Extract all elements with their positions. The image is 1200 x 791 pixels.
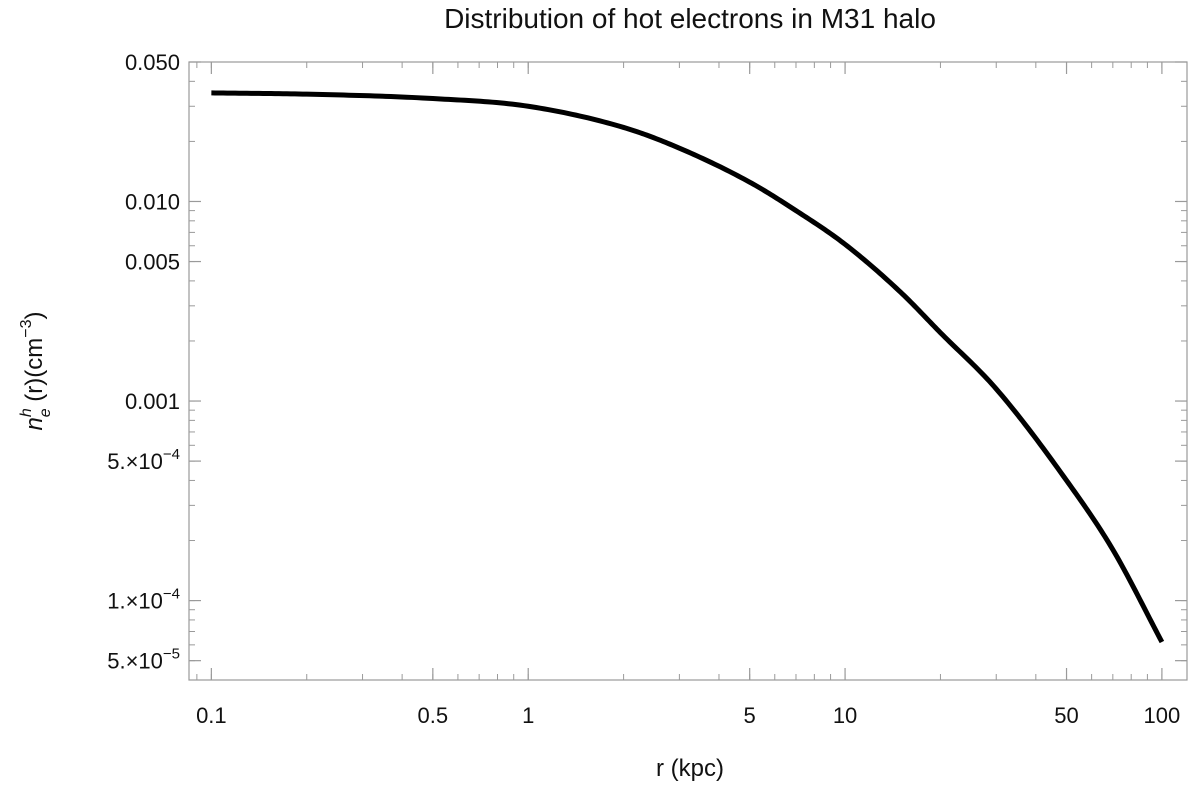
y-label-sup: h [18,408,35,417]
series-point [938,330,943,335]
y-tick-label: 0.005 [125,250,180,275]
series-point [209,90,214,95]
y-tick-label: 5.×10−5 [107,646,180,674]
series-point [1110,547,1115,552]
series-point [994,386,999,391]
y-axis-label: nh e (r)(cm−3) [18,311,54,430]
y-tick-mantissa: 5.×10 [107,449,163,474]
y-tick-label: 5.×10−4 [107,446,180,474]
series-line [211,90,1165,644]
x-tick-label: 5 [744,703,756,728]
series-point [1159,640,1164,645]
series-point [621,125,626,130]
x-tick-label: 0.5 [418,703,449,728]
y-label-base: n [21,417,48,430]
series-point [304,92,309,97]
series-point [526,104,531,109]
series-point [430,96,435,101]
y-tick-label: 0.050 [125,50,180,75]
x-tick-label: 100 [1144,703,1181,728]
y-tick-label: 0.010 [125,189,180,214]
chart-title: Distribution of hot electrons in M31 hal… [444,3,936,34]
y-tick-label: 1.×10−4 [107,586,180,614]
y-tick-mantissa: 1.×10 [107,589,163,614]
series-point [747,180,752,185]
y-label-rest: (r)(cm [21,338,48,409]
y-tick-label: 0.001 [125,389,180,414]
x-tick-label: 1 [522,703,534,728]
plot-frame [188,61,1188,681]
x-tick-label: 10 [833,703,857,728]
minor-ticks [189,61,1187,681]
y-label-sub: e [37,408,54,417]
y-label-rest-sup: −3 [18,319,35,337]
x-tick-label: 0.1 [196,703,227,728]
y-tick-exponent: −4 [163,586,180,603]
y-tick-mantissa: 5.×10 [107,649,163,674]
x-axis-label: r (kpc) [656,755,724,782]
series-point [1064,478,1069,483]
y-tick-labels: 0.0500.0100.0050.0015.×10−41.×10−45.×10−… [107,50,180,674]
x-tick-label: 50 [1054,703,1078,728]
series-point [843,242,848,247]
y-label-close: ) [21,311,48,319]
x-tick-labels: 0.1 0.5 1 5 10 50 100 [196,703,1180,728]
series-point [898,290,903,295]
series-point [677,146,682,151]
y-tick-exponent: −4 [163,446,180,463]
series-point [793,208,798,213]
major-ticks [189,61,1187,680]
y-tick-exponent: −5 [163,646,180,663]
series-points [209,90,1165,644]
